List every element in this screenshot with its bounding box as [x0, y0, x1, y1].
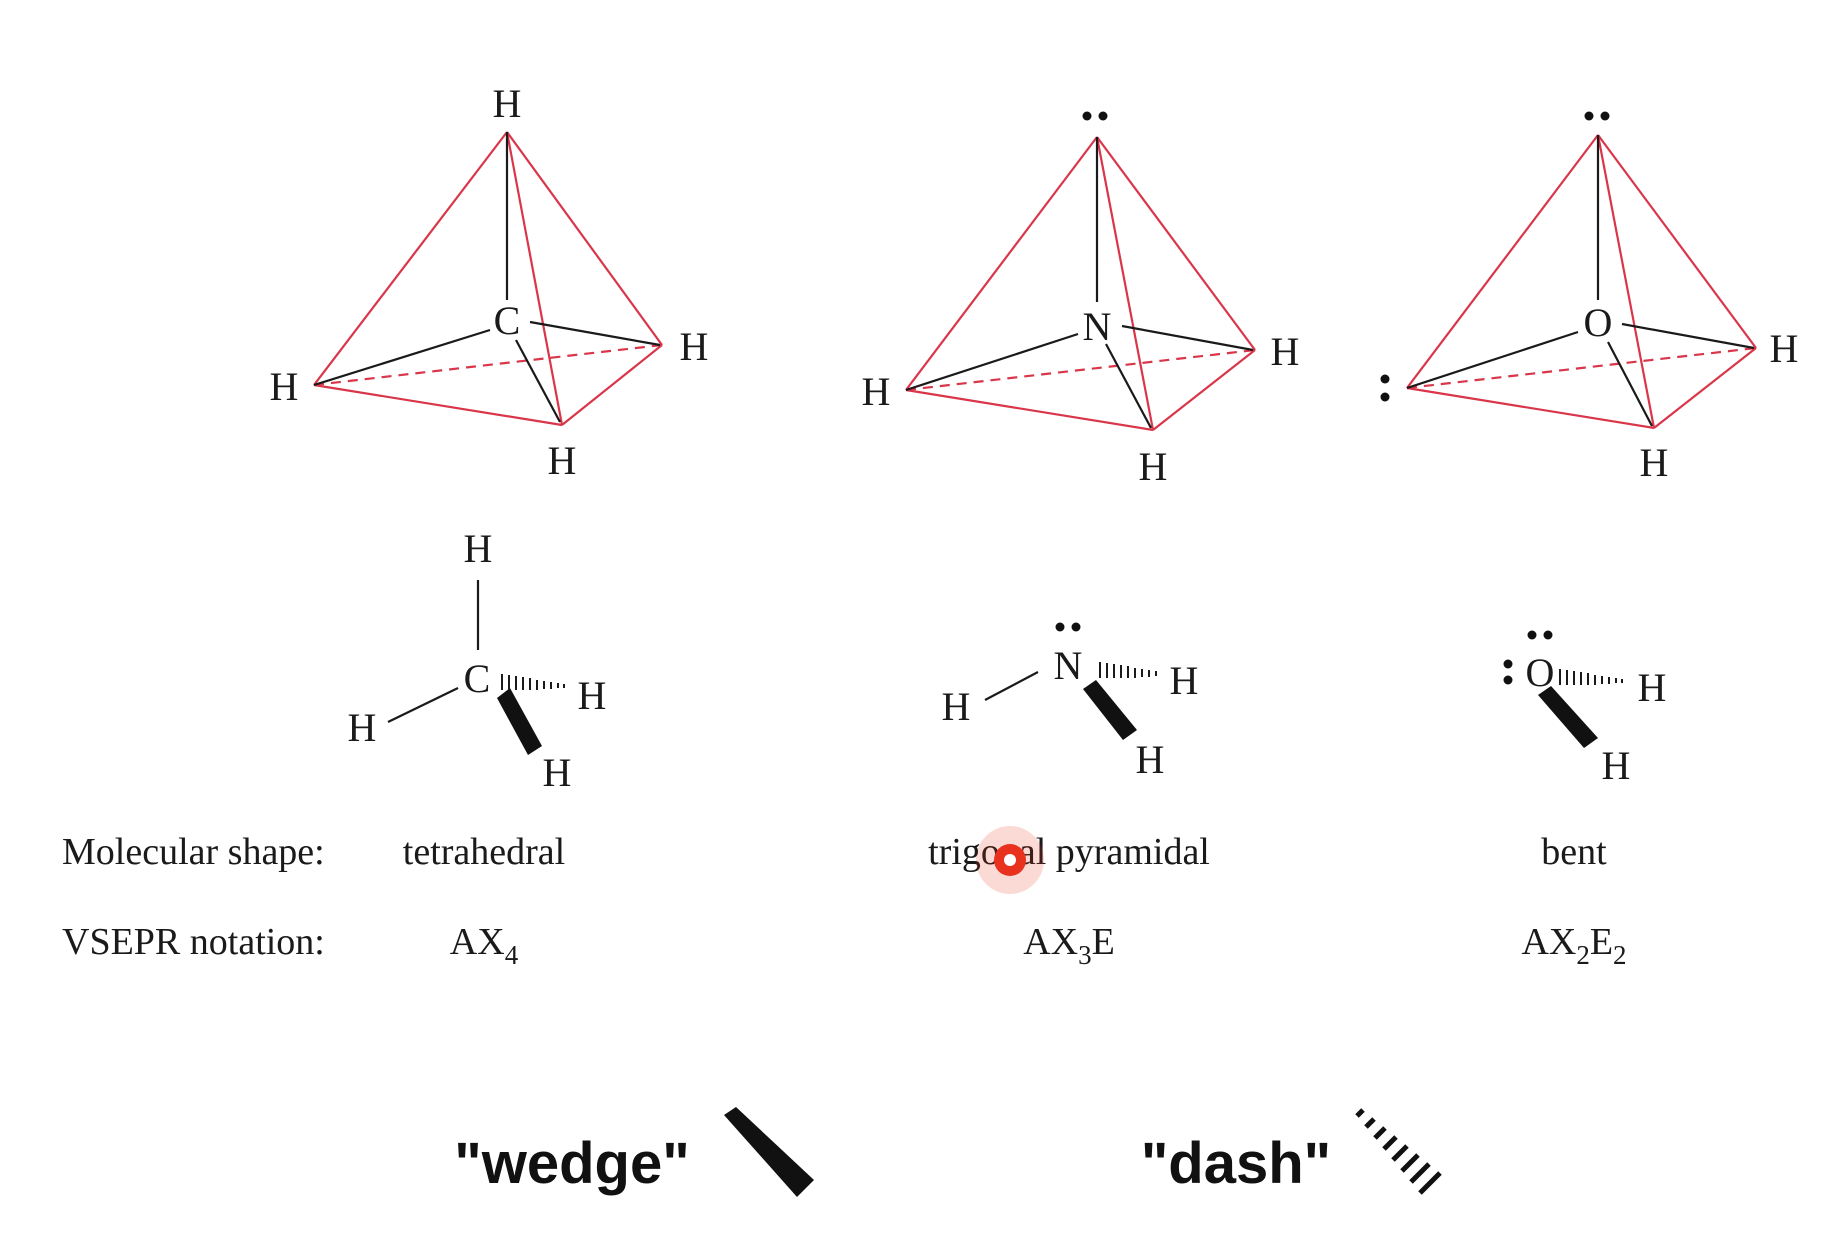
hydrogen-atom: H — [1170, 658, 1199, 703]
hydrogen-atom: H — [1770, 326, 1799, 371]
hydrogen-atom: H — [348, 705, 377, 750]
tetrahedron-water: O H H — [1380, 111, 1799, 485]
hydrogen-atom: H — [942, 684, 971, 729]
central-atom: O — [1584, 300, 1613, 345]
hydrogen-atom: H — [1638, 665, 1667, 710]
dash-symbol — [1355, 1108, 1442, 1195]
hydrogen-atom: H — [578, 673, 607, 718]
structure-ammonia: N H H H — [942, 622, 1199, 782]
central-atom: C — [494, 298, 521, 343]
hydrogen-atom: H — [548, 438, 577, 483]
hydrogen-atom: H — [1139, 444, 1168, 489]
hydrogen-atom: H — [543, 750, 572, 795]
hydrogen-atom: H — [1640, 440, 1669, 485]
hydrogen-atom: H — [1136, 737, 1165, 782]
hydrogen-atom: H — [680, 324, 709, 369]
wedge-label: "wedge" — [454, 1131, 689, 1196]
shape-tetrahedral: tetrahedral — [403, 831, 565, 873]
cursor-highlight — [976, 826, 1044, 894]
tetrahedron-methane: C H H H H — [270, 81, 709, 483]
notation-ax3e: AX3E — [1023, 921, 1115, 970]
notation-row-label: VSEPR notation: — [62, 921, 325, 963]
hydrogen-atom: H — [1271, 329, 1300, 374]
hydrogen-atom: H — [270, 364, 299, 409]
central-atom: N — [1054, 643, 1083, 688]
shape-trigonal-pyramidal: trigonal pyramidal — [928, 831, 1210, 873]
wedge-symbol — [724, 1107, 814, 1197]
dash-label: "dash" — [1141, 1131, 1331, 1196]
shape-row-label: Molecular shape: — [62, 831, 325, 873]
hydrogen-atom: H — [862, 369, 891, 414]
central-atom: N — [1083, 304, 1112, 349]
central-atom: C — [464, 656, 491, 701]
shape-bent: bent — [1541, 831, 1607, 873]
central-atom: O — [1526, 650, 1555, 695]
hydrogen-atom: H — [464, 526, 493, 571]
hydrogen-atom: H — [493, 81, 522, 126]
notation-ax2e2: AX2E2 — [1521, 921, 1626, 970]
structure-water: O H H — [1503, 630, 1667, 788]
structure-methane: C H H H H — [348, 526, 607, 795]
hydrogen-atom: H — [1602, 743, 1631, 788]
tetrahedron-ammonia: N H H H — [862, 111, 1300, 489]
notation-ax4: AX4 — [450, 921, 519, 970]
